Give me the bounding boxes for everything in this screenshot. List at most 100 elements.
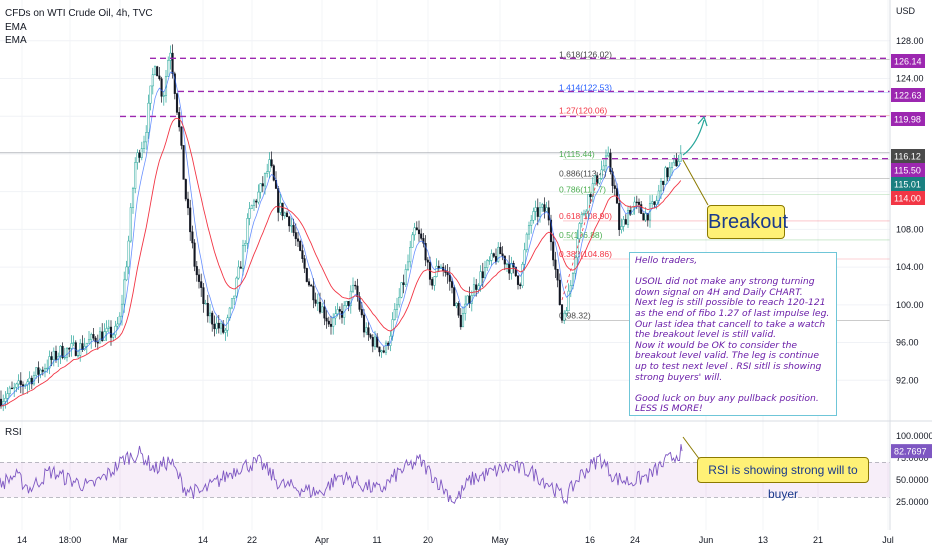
candle-body [41, 369, 44, 372]
candle-body [662, 180, 665, 185]
candle-body [105, 328, 108, 332]
candle-body [543, 204, 546, 212]
candle-body [600, 169, 603, 179]
ema-fast-line [0, 71, 682, 407]
time-tick-label: 14 [198, 535, 208, 545]
ema-legend-2[interactable]: EMA [5, 35, 27, 46]
candle-body [433, 276, 436, 286]
candle-body [92, 334, 95, 339]
candle-body [160, 78, 163, 97]
price-badge-value: 115.01 [894, 180, 921, 190]
analysis-note-text: Hello traders, USOIL did not make any st… [635, 255, 830, 415]
time-tick-label: 24 [630, 535, 640, 545]
candle-body [268, 159, 271, 172]
breakout-callout: Breakout [707, 205, 788, 239]
candle-body [360, 309, 363, 316]
candle-body [481, 271, 484, 279]
candle-body [457, 303, 460, 316]
candle-body [578, 223, 581, 239]
candle-body [497, 246, 500, 262]
price-badge[interactable]: 114.00 [891, 191, 925, 205]
candle-body [158, 75, 161, 80]
candle-body [613, 185, 616, 189]
candle-body [270, 159, 273, 166]
candle-body [283, 212, 286, 217]
price-badge-value: 126.14 [894, 57, 922, 67]
candle-body [15, 383, 18, 388]
candle-body [486, 260, 489, 268]
candle-body [131, 188, 135, 208]
ema-slow-line [0, 117, 682, 407]
candle-body [411, 234, 414, 248]
time-tick-label: Jul [882, 535, 894, 545]
price-badge[interactable]: 126.14 [891, 54, 925, 68]
ema-legend-1[interactable]: EMA [5, 22, 27, 33]
candle-body [76, 355, 80, 357]
candle-body [195, 266, 198, 276]
price-badge[interactable]: 116.12 [891, 149, 925, 163]
candle-body [554, 259, 557, 270]
candle-body [664, 167, 667, 185]
candle-body [296, 238, 300, 242]
candle-body [107, 326, 110, 329]
candle-body [167, 60, 170, 77]
candle-body [206, 302, 209, 317]
candle-body [314, 299, 317, 304]
price-badge[interactable]: 119.98 [891, 112, 925, 126]
currency-label: USD [896, 6, 916, 16]
candle-body [87, 339, 91, 344]
candle-body [72, 342, 75, 344]
candle-body [611, 171, 614, 186]
candle-body [475, 284, 478, 290]
rsi-callout: RSI is showing strong will to buyer [697, 457, 869, 501]
price-badge[interactable]: 115.50 [891, 163, 925, 177]
candle-body [19, 380, 22, 385]
candle-body [472, 284, 476, 296]
candle-body [582, 213, 586, 215]
candle-body [310, 284, 313, 287]
candle-body [285, 212, 289, 217]
candle-body [292, 225, 295, 233]
candle-body [637, 201, 641, 205]
candle-body [556, 269, 559, 281]
rsi-pointer [682, 436, 701, 461]
candle-body [437, 265, 440, 269]
candle-body [59, 345, 62, 357]
candle-body [17, 380, 20, 385]
candle-body [673, 158, 676, 164]
candle-body [644, 213, 647, 221]
candle-body [591, 183, 594, 198]
rsi-title: RSI [5, 427, 22, 438]
candle-body [171, 52, 174, 74]
candle-body [563, 312, 566, 321]
candle-body [90, 334, 93, 340]
candle-body [0, 398, 3, 407]
time-tick-label: 11 [372, 535, 381, 545]
candle-body [184, 179, 187, 200]
candle-body [145, 132, 148, 143]
candle-body [94, 337, 97, 343]
candle-body [514, 266, 517, 277]
candle-body [580, 214, 583, 224]
candle-body [156, 66, 159, 77]
candle-body [215, 322, 218, 330]
candle-body [589, 194, 592, 198]
candle-body [336, 309, 339, 315]
candle-body [153, 66, 157, 75]
candle-body [565, 310, 568, 314]
candle-body [312, 285, 315, 301]
price-badge[interactable]: 122.63 [891, 88, 925, 102]
candle-body [479, 271, 482, 287]
candle-body [620, 226, 623, 230]
candle-body [655, 200, 658, 205]
candle-body [259, 183, 262, 193]
price-badge[interactable]: 115.01 [891, 177, 925, 191]
candle-body [109, 326, 113, 338]
candle-body [272, 165, 275, 181]
symbol-title[interactable]: CFDs on WTI Crude Oil, 4h, TVC [5, 8, 153, 19]
candle-body [530, 219, 533, 226]
candle-body [422, 238, 425, 244]
candle-body [494, 256, 498, 262]
candle-body [446, 272, 449, 276]
candle-body [371, 337, 374, 347]
